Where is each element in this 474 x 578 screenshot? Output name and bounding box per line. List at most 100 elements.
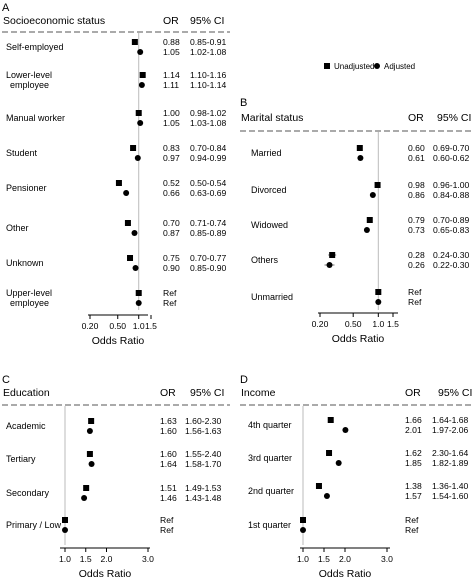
ci-unadjusted: 1.55-2.40 (185, 449, 222, 459)
marker-adjusted (342, 427, 349, 433)
or-adjusted: 0.87 (163, 228, 180, 238)
row-label: Unknown (6, 258, 44, 268)
marker-adjusted (86, 428, 93, 434)
marker-unadjusted (62, 517, 68, 523)
x-axis-label: Odds Ratio (79, 568, 132, 578)
ci-adjusted: 0.84-0.88 (433, 190, 470, 200)
or-unadjusted: Ref (408, 287, 422, 297)
or-unadjusted: 1.00 (163, 108, 180, 118)
or-column-header: OR (163, 15, 179, 27)
row-label: Self-employed (6, 42, 64, 52)
or-adjusted: 1.05 (163, 118, 180, 128)
panel-letter: D (240, 374, 248, 386)
marker-adjusted (363, 227, 370, 233)
or-unadjusted: 1.60 (160, 449, 177, 459)
marker-unadjusted (83, 485, 90, 491)
marker-adjusted (88, 461, 95, 467)
panel-letter: C (2, 374, 10, 386)
marker-unadjusted (124, 220, 131, 226)
forest-row: Divorced 0.98 0.96-1.00 0.86 0.84-0.88 (251, 180, 470, 200)
marker-adjusted (135, 300, 142, 306)
row-label: employee (10, 80, 49, 90)
row-label: Upper-level (6, 288, 52, 298)
or-adjusted: 0.26 (408, 260, 425, 270)
marker-adjusted (300, 527, 306, 533)
or-adjusted: 0.73 (408, 225, 425, 235)
or-adjusted: 1.60 (160, 426, 177, 436)
marker-unadjusted (86, 451, 93, 457)
forest-row: Tertiary 1.60 1.55-2.40 1.64 1.58-1.70 (6, 449, 222, 469)
marker-unadjusted (366, 217, 373, 223)
ci-adjusted: 0.22-0.30 (433, 260, 470, 270)
ci-adjusted: 0.94-0.99 (190, 153, 227, 163)
x-tick-label: 0.20 (312, 319, 329, 329)
marker-unadjusted (356, 145, 363, 151)
marker-adjusted (81, 495, 88, 501)
forest-row: 4th quarter 1.66 1.64-1.68 2.01 1.97-2.06 (248, 415, 469, 435)
ci-unadjusted: 0.70-0.77 (190, 253, 227, 263)
x-tick-label: 1.5 (145, 321, 157, 331)
marker-adjusted (131, 230, 138, 236)
or-unadjusted: 0.75 (163, 253, 180, 263)
ci-unadjusted: 1.36-1.40 (432, 481, 469, 491)
x-axis-label: Odds Ratio (319, 568, 372, 578)
forest-row: 2nd quarter 1.38 1.36-1.40 1.57 1.54-1.60 (248, 481, 469, 501)
or-adjusted: 0.86 (408, 190, 425, 200)
or-unadjusted: 0.83 (163, 143, 180, 153)
or-unadjusted: 0.98 (408, 180, 425, 190)
or-adjusted: 0.97 (163, 153, 180, 163)
ci-adjusted: 1.43-1.48 (185, 493, 222, 503)
ci-unadjusted: 0.70-0.89 (433, 215, 470, 225)
or-unadjusted: 0.70 (163, 218, 180, 228)
row-label: Divorced (251, 185, 287, 195)
x-tick-label: 2.0 (339, 554, 351, 564)
or-unadjusted: 0.88 (163, 37, 180, 47)
marker-adjusted (375, 299, 382, 305)
or-adjusted: 1.64 (160, 459, 177, 469)
ci-adjusted: 1.54-1.60 (432, 491, 469, 501)
x-axis-label: Odds Ratio (92, 335, 145, 347)
marker-adjusted (137, 49, 144, 55)
or-unadjusted: 0.60 (408, 143, 425, 153)
or-unadjusted: 1.51 (160, 483, 177, 493)
x-tick-label: 0.50 (345, 319, 362, 329)
marker-adjusted (134, 155, 141, 161)
or-adjusted: Ref (160, 525, 174, 535)
marker-unadjusted (139, 72, 146, 78)
or-unadjusted: 0.79 (408, 215, 425, 225)
marker-unadjusted (315, 483, 322, 489)
marker-unadjusted (374, 182, 381, 188)
ci-unadjusted: 1.64-1.68 (432, 415, 469, 425)
row-label: Lower-level (6, 70, 52, 80)
x-tick-label: 3.0 (142, 554, 154, 564)
ci-adjusted: 1.03-1.08 (190, 118, 227, 128)
row-label: Married (251, 148, 282, 158)
panel-title: Income (241, 387, 276, 399)
or-adjusted: Ref (163, 298, 177, 308)
or-adjusted: 1.05 (163, 47, 180, 57)
x-tick-label: 1.5 (80, 554, 92, 564)
ci-unadjusted: 2.30-1.64 (432, 448, 469, 458)
ci-adjusted: 0.85-0.89 (190, 228, 227, 238)
or-adjusted: 1.46 (160, 493, 177, 503)
or-unadjusted: 0.28 (408, 250, 425, 260)
forest-row: Others 0.28 0.24-0.30 0.26 0.22-0.30 (251, 250, 470, 270)
forest-row: Self-employed 0.88 0.85-0.91 1.05 1.02-1.08 (6, 37, 227, 57)
ci-adjusted: 1.97-2.06 (432, 425, 469, 435)
marker-unadjusted (115, 180, 122, 186)
row-label: 4th quarter (248, 420, 292, 430)
forest-row: Academic 1.63 1.60-2.30 1.60 1.56-1.63 (6, 416, 222, 436)
or-column-header: OR (160, 387, 176, 399)
legend-unadjusted-swatch (324, 63, 330, 69)
legend-adjusted-label: Adjusted (384, 62, 415, 71)
or-column-header: OR (405, 387, 421, 399)
marker-unadjusted (131, 39, 138, 45)
marker-unadjusted (88, 418, 95, 424)
ci-unadjusted: 0.96-1.00 (433, 180, 470, 190)
